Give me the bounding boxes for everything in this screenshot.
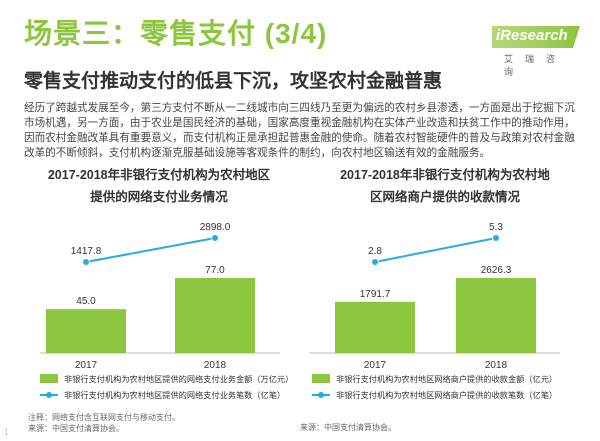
logo-mark: [492, 26, 580, 48]
source-note-left: 注释：网络支付含互联网支付与移动支付。 来源：中国支付清算协会。: [28, 412, 180, 434]
line-label-right-2018: 5.3: [489, 222, 503, 233]
legend-line-dot-left: [46, 392, 52, 398]
line-point-right-2018: [492, 234, 500, 242]
chart-title-right-line-2: 区网络商户提供的收款情况: [369, 190, 520, 204]
bar-label-left-2018: 77.0: [205, 265, 225, 276]
legend-bar-label-left: 非银行支付机构为农村地区提供的网络支付业务金额（万亿元）: [64, 374, 293, 384]
legend-bar-label-right: 非银行支付机构为农村地区网络商户提供的收款金额（亿元）: [336, 374, 557, 384]
legend-line-label-right: 非银行支付机构为农村地区网络商户提供的收款笔数（亿笔）: [336, 390, 557, 400]
bar-left-2018: [175, 278, 255, 353]
source-left-line-2: 来源：中国支付清算协会。: [28, 424, 124, 433]
legend-bar-swatch-right: [312, 374, 330, 383]
legend-bar-swatch-left: [40, 374, 58, 383]
line-point-right-2017: [371, 258, 379, 266]
watermark: 1: [4, 428, 9, 437]
bar-left-2017: [46, 309, 126, 353]
x-tick-left-2017: 2017: [75, 360, 98, 371]
bar-right-2017: [335, 301, 415, 353]
iresearch-logo: iResearch 艾瑞咨询: [492, 24, 582, 77]
intro-paragraph: 经历了跨越式发展至今，第三方支付不断从一二线城市向三四线乃至更为偏远的农村乡县渗…: [24, 102, 575, 159]
source-note-right: 来源：中国支付清算协会。: [300, 423, 396, 432]
source-left-line-1: 注释：网络支付含互联网支付与移动支付。: [28, 413, 180, 422]
line-series-right: [374, 237, 497, 263]
bar-right-2018: [456, 278, 536, 353]
line-series-left: [85, 237, 216, 263]
logo-subtext: 艾瑞咨询: [504, 54, 568, 77]
x-tick-left-2018: 2018: [204, 360, 227, 371]
line-label-left-2017: 1417.8: [71, 246, 102, 257]
slide-title: 场景三：零售支付 (3/4): [24, 18, 328, 49]
chart-title-right-line-1: 2017-2018年非银行支付机构为农村地: [340, 168, 550, 182]
bar-label-left-2017: 45.0: [76, 296, 96, 307]
line-point-left-2017: [82, 258, 90, 266]
logo-text: iResearch: [496, 27, 568, 44]
x-tick-right-2018: 2018: [485, 360, 508, 371]
legend-line-dot-right: [318, 392, 324, 398]
chart-title-left: 2017-2018年非银行支付机构为农村地区 提供的网络支付业务情况: [28, 164, 290, 208]
legend-line-label-left: 非银行支付机构为农村地区提供的网络支付业务笔数（亿笔）: [64, 390, 285, 400]
chart-title-right: 2017-2018年非银行支付机构为农村地 区网络商户提供的收款情况: [300, 164, 590, 208]
line-point-left-2018: [211, 234, 219, 242]
bar-label-right-2018: 2626.3: [481, 265, 512, 276]
chart-title-left-line-2: 提供的网络支付业务情况: [90, 190, 228, 204]
chart-title-left-line-1: 2017-2018年非银行支付机构为农村地区: [47, 168, 271, 182]
line-label-left-2018: 2898.0: [200, 222, 231, 233]
x-tick-right-2017: 2017: [364, 360, 387, 371]
slide-subtitle: 零售支付推动支付的低县下沉，攻坚农村金融普惠: [24, 71, 443, 92]
line-label-right-2017: 2.8: [368, 246, 382, 257]
bar-label-right-2017: 1791.7: [360, 289, 391, 300]
